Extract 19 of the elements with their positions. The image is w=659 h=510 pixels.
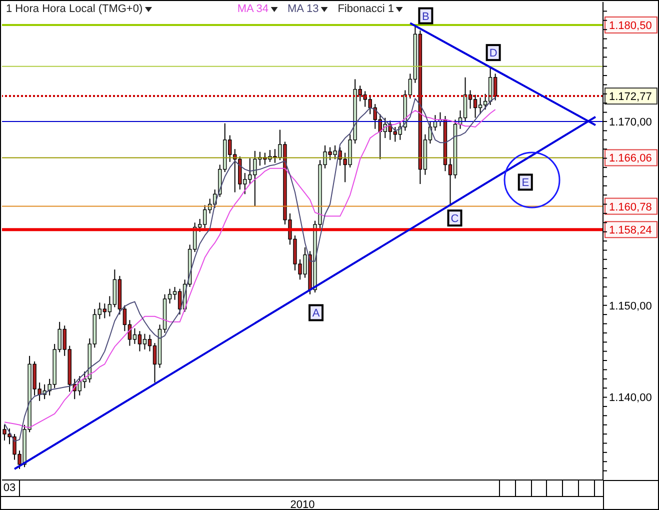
ref-line-label: 1.166,06: [609, 152, 652, 165]
ref-line-label: 1.180,50: [609, 20, 652, 32]
text: MA 34: [237, 3, 268, 15]
x-tick-label: 03: [3, 482, 16, 494]
annotation: B: [422, 10, 430, 23]
ref-line-label: 1.158,24: [609, 224, 652, 237]
y-tick-label: 1.170,00: [609, 116, 652, 128]
annotation: D: [489, 48, 498, 60]
annotation: E: [522, 177, 530, 190]
y-tick-label: 1.150,00: [609, 300, 652, 312]
text: MA 13: [288, 3, 319, 15]
chart-title: 1 Hora Hora Local (TMG+0): [6, 3, 143, 15]
ref-line-label: 1.172,77: [609, 91, 652, 104]
x-axis-title: 2010: [290, 499, 315, 510]
annotation: A: [312, 308, 320, 320]
ref-line-label: 1.160,78: [609, 201, 652, 214]
annotation: Fibonacci 1: [338, 3, 394, 15]
annotation: C: [450, 213, 459, 226]
y-tick-label: 1.140,00: [609, 392, 652, 404]
